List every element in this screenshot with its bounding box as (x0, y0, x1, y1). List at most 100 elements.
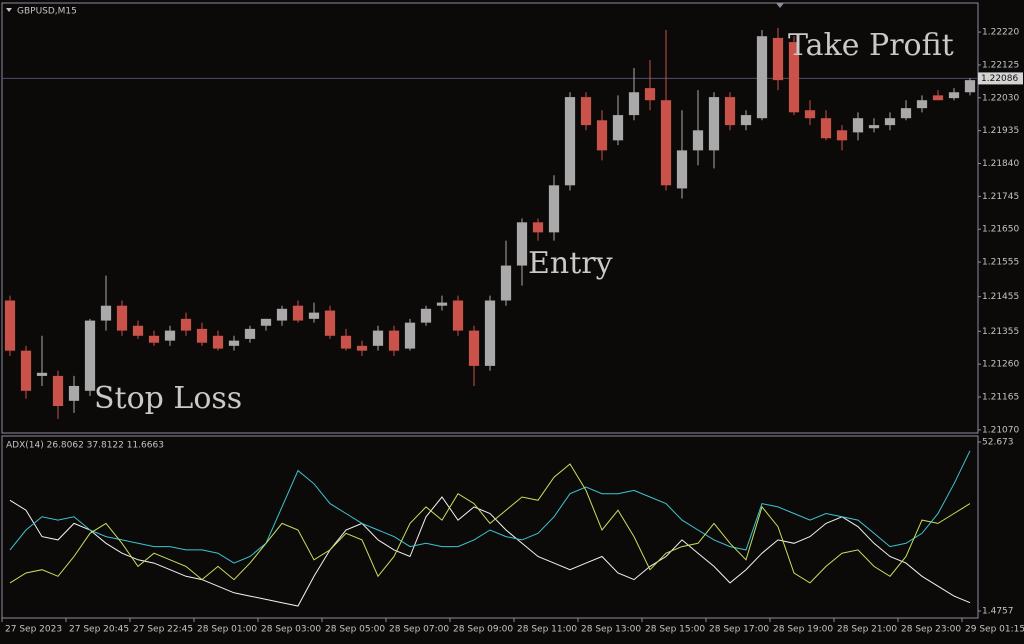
candle-body (852, 118, 864, 133)
annotation: Stop Loss (94, 381, 242, 416)
candle-body (100, 305, 112, 321)
candle-body (468, 330, 480, 366)
y-tick-label: 1.22125 (982, 60, 1019, 70)
candle-body (820, 118, 832, 139)
candle-body (212, 335, 224, 349)
candle-body (516, 222, 528, 266)
candle-body (484, 300, 496, 366)
indicator-panel (1, 435, 979, 619)
candle-body (404, 322, 416, 349)
candle-body (548, 185, 560, 233)
x-tick-label: 28 Sep 13:00 (581, 625, 641, 635)
candle-body (692, 130, 704, 151)
candle-body (676, 150, 688, 189)
candle-body (932, 95, 944, 101)
marks: 1.22220 1.22125 1.22030 1.21935 1.21840 1.217… (1, 28, 1024, 635)
candle-body (628, 92, 640, 116)
y-tick-label: 1.21745 (982, 192, 1019, 202)
candle-body (804, 110, 816, 119)
candle-body (324, 310, 336, 336)
candle-body (68, 385, 80, 401)
x-tick-label: 27 Sep 20:45 (69, 625, 129, 635)
x-tick-label: 28 Sep 07:00 (389, 625, 449, 635)
shift-marker (776, 3, 784, 8)
indicator-title: ADX(14) 26.8062 37.8122 11.6663 (6, 441, 164, 451)
y-tick-label: 1.21355 (982, 327, 1019, 337)
y-tick-label: 52.673 (982, 438, 1014, 448)
y-tick-label: 1.22030 (982, 93, 1019, 103)
candle-body (772, 37, 784, 81)
x-tick-label: 28 Sep 19:00 (773, 625, 833, 635)
candle-body (964, 80, 976, 93)
x-tick-label: 28 Sep 11:00 (517, 625, 577, 635)
x-tick-label: 28 Sep 23:00 (901, 625, 961, 635)
y-tick-label: 1.21455 (982, 292, 1019, 302)
candle-body (196, 328, 208, 343)
x-tick-label: 28 Sep 17:00 (709, 625, 769, 635)
candle-body (372, 330, 384, 346)
x-tick-label: 29 Sep 01:15 (965, 625, 1024, 635)
y-tick-label: 1.21935 (982, 126, 1019, 136)
candle-body (756, 36, 768, 119)
candle-body (84, 320, 96, 391)
indicator-line (9, 450, 971, 564)
candle-body (116, 305, 128, 331)
y-tick-label: 1.21070 (982, 425, 1019, 435)
x-tick-label: 28 Sep 01:00 (197, 625, 257, 635)
candle-body (948, 92, 960, 99)
candle-body (340, 335, 352, 349)
candle-body (436, 302, 448, 306)
candle-body (452, 300, 464, 331)
candle-body (532, 222, 544, 233)
candle-body (660, 100, 672, 186)
candle-body (20, 350, 32, 391)
price-label-box (978, 72, 1023, 85)
candle-body (4, 300, 16, 351)
candle-body (148, 335, 160, 343)
candle-body (276, 308, 288, 321)
candle-body (884, 118, 896, 126)
chart-title: GBPUSD,M15 (17, 7, 77, 17)
candle-body (36, 372, 48, 376)
x-tick-label: 28 Sep 15:00 (645, 625, 705, 635)
menu-arrow (6, 8, 12, 12)
candle-body (740, 115, 752, 126)
candle-body (500, 265, 512, 301)
candle-body (420, 308, 432, 323)
indicator-line (9, 496, 971, 607)
price-label: 1.22086 (981, 74, 1018, 84)
price-panel (1, 2, 979, 434)
x-tick-label: 28 Sep 09:00 (453, 625, 513, 635)
y-tick-label: 1.21650 (982, 225, 1019, 235)
annotation: Entry (528, 246, 613, 281)
candle-body (292, 305, 304, 321)
y-tick-label: 1.21260 (982, 360, 1019, 370)
x-tick-label: 28 Sep 21:00 (837, 625, 897, 635)
y-tick-label: 1.4757 (982, 607, 1014, 617)
candle-body (564, 97, 576, 186)
x-tick-label: 27 Sep 2023 (5, 625, 62, 635)
candle-body (580, 97, 592, 126)
x-tick-label: 28 Sep 03:00 (261, 625, 321, 635)
candle-body (644, 88, 656, 101)
candle-body (916, 100, 928, 109)
annotation: Take Profit (788, 28, 954, 63)
candle-body (52, 375, 64, 407)
indicator-line (9, 463, 971, 584)
y-tick-label: 1.21165 (982, 393, 1019, 403)
candle-body (724, 97, 736, 126)
candle-body (356, 345, 368, 351)
candle-body (612, 115, 624, 141)
x-tick-label: 28 Sep 05:00 (325, 625, 385, 635)
y-tick-label: 1.21555 (982, 258, 1019, 268)
y-tick-label: 1.21840 (982, 159, 1019, 169)
candle-body (868, 125, 880, 129)
candle-body (836, 130, 848, 141)
candle-body (708, 97, 720, 151)
candle-body (596, 120, 608, 151)
candle-body (164, 330, 176, 341)
candle-body (228, 340, 240, 346)
candle-body (788, 42, 800, 113)
